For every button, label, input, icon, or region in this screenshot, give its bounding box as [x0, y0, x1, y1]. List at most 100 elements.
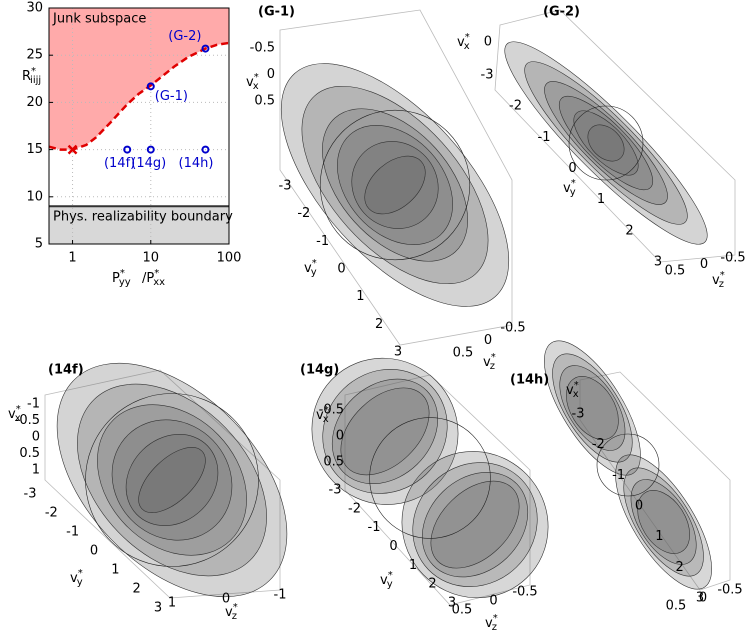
realizability-region — [49, 206, 229, 244]
panel-title: (G-2) — [543, 5, 580, 20]
shell — [637, 490, 690, 554]
axis-label: v* z — [485, 613, 498, 633]
label-sub: x — [464, 41, 470, 52]
tick-label: -0.5 — [720, 251, 745, 266]
label-sub: y — [311, 267, 317, 278]
label-sup: * — [465, 32, 470, 43]
x-tick-label: 100 — [217, 251, 242, 266]
tick-label: 0 — [267, 67, 275, 82]
label-sub: z — [492, 622, 497, 633]
label-sup: * — [324, 405, 329, 416]
point — [146, 82, 155, 91]
shell — [430, 480, 520, 569]
label-sub: x — [323, 414, 329, 425]
tick-label: -3 — [329, 483, 342, 498]
point-label: (G-1) — [155, 89, 188, 104]
tick-label: -2 — [45, 506, 58, 521]
label-sup: * — [154, 268, 159, 279]
tick-label: 0.5 — [254, 94, 275, 109]
label-sub: x — [573, 389, 579, 400]
shell — [138, 447, 206, 513]
x-axis-label: /P* xx — [142, 268, 165, 288]
tick-label: -1 — [27, 397, 40, 412]
label-sub: z — [490, 361, 495, 372]
label-sub: yy — [119, 277, 131, 288]
tick-label: -0.5 — [500, 321, 525, 336]
label-sub: iijj — [30, 75, 41, 86]
tick-label: 3 — [654, 255, 662, 270]
label-base: v — [566, 383, 574, 398]
label-base: v — [457, 35, 465, 50]
tick-label: -2 — [348, 501, 361, 516]
label-sup: * — [491, 352, 496, 363]
tick-label: 0 — [337, 262, 345, 277]
shell — [56, 362, 288, 598]
label-sup: * — [120, 268, 125, 279]
shell — [280, 63, 510, 307]
shell — [544, 340, 641, 476]
y-tick-label: 15 — [26, 142, 43, 157]
tick-label: 0 — [700, 257, 708, 272]
label-sub: y — [77, 577, 83, 588]
label-base: v — [70, 571, 78, 586]
panel-box — [44, 369, 281, 599]
label-sup: * — [571, 178, 576, 189]
label-base: v — [316, 408, 324, 423]
y-tick-label: 25 — [26, 48, 43, 63]
axis-label: v* y — [563, 178, 576, 198]
label-base: v — [712, 273, 720, 288]
tick-label: 0 — [484, 35, 492, 50]
sphere — [369, 417, 491, 539]
point — [146, 145, 155, 154]
axis-label: v* y — [380, 570, 393, 590]
axis-label: v* z — [483, 352, 496, 372]
tick-label: 0 — [222, 592, 230, 607]
label-base: /P — [142, 271, 154, 286]
tick-label: 0 — [389, 539, 397, 554]
label-sup: * — [16, 404, 21, 415]
tick-label: 2 — [428, 577, 436, 592]
y-tick-label: 20 — [26, 95, 43, 110]
label-base: v — [483, 355, 491, 370]
shell — [322, 108, 468, 262]
tick-label: 0.5 — [19, 446, 40, 461]
tick-label: 3 — [448, 596, 456, 611]
axis-label: v* x — [246, 72, 259, 92]
label-sup: * — [78, 568, 83, 579]
label-sub: y — [387, 579, 393, 590]
axis-label: v* x — [8, 404, 21, 424]
tick-label: 0 — [90, 544, 98, 559]
label-sub: xx — [153, 277, 165, 288]
point-label: (G-2) — [168, 29, 201, 44]
tick-label: 3 — [154, 601, 162, 616]
y-tick-label: 10 — [26, 189, 43, 204]
label-sup: * — [493, 613, 498, 624]
tick-label: -1 — [368, 520, 381, 535]
shell — [111, 419, 233, 541]
tick-label: -3 — [481, 68, 494, 83]
shell — [351, 141, 439, 229]
shell — [615, 454, 712, 590]
label-base: v — [380, 573, 388, 588]
point-label: (14f) — [104, 156, 135, 171]
panel-title: (14f) — [48, 363, 84, 378]
tick-label: 1 — [168, 596, 176, 611]
shell — [573, 110, 639, 176]
region-label: Junk subspace — [52, 12, 146, 27]
label-sub: z — [232, 611, 237, 622]
shell — [77, 383, 267, 577]
shell — [559, 365, 626, 451]
shell — [364, 155, 426, 215]
shell — [544, 81, 668, 205]
tick-label: 0 — [336, 429, 344, 444]
label-base: v — [246, 75, 254, 90]
tick-label: 0 — [484, 333, 492, 348]
tick-label: 0.5 — [452, 603, 473, 618]
shell — [331, 378, 439, 485]
shell — [322, 369, 448, 494]
panel-title: (14h) — [510, 373, 549, 388]
